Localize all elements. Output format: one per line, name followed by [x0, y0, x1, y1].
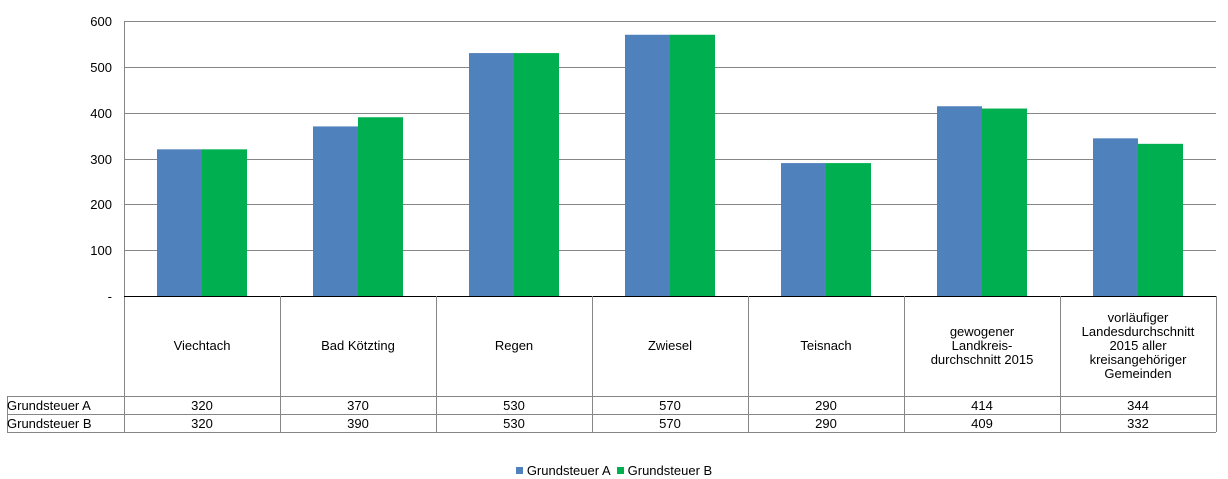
legend-swatch: [616, 467, 624, 474]
y-tick-label: 100: [90, 242, 112, 258]
y-tick-label: 500: [90, 59, 112, 75]
legend-swatch: [515, 467, 523, 474]
bar: [469, 53, 514, 297]
bar: [937, 106, 982, 296]
table-cell: 320: [191, 398, 213, 413]
table-cell: 290: [815, 398, 837, 413]
table-cell: 530: [503, 416, 525, 431]
table-cell: 530: [503, 398, 525, 413]
table-cell: 290: [815, 416, 837, 431]
bar: [157, 149, 202, 296]
category-label: Teisnach: [800, 338, 852, 353]
y-tick-label: 400: [90, 105, 112, 121]
bar: [514, 53, 559, 297]
bar: [670, 34, 715, 296]
category-label: Regen: [494, 338, 534, 353]
bar: [358, 117, 403, 296]
bar: [202, 149, 247, 296]
table-cell: 409: [971, 416, 993, 431]
y-tick-label: 600: [90, 13, 112, 29]
table-row-label: Grundsteuer B: [7, 416, 92, 431]
table-cell: 344: [1127, 398, 1149, 413]
bar: [1138, 143, 1183, 296]
table-cell: 570: [659, 398, 681, 413]
y-tick-label: 300: [90, 151, 112, 167]
legend-label: Grundsteuer B: [627, 462, 713, 478]
category-label: Viechtach: [173, 338, 231, 353]
table-cell: 332: [1127, 416, 1149, 431]
table-cell: 570: [659, 416, 681, 431]
legend: Grundsteuer A Grundsteuer B: [0, 463, 1228, 478]
table-cell: 370: [347, 398, 369, 413]
bar: [625, 34, 670, 296]
legend-item: Grundsteuer B: [616, 462, 713, 478]
category-label: Zwiesel: [647, 338, 693, 353]
bar: [1093, 138, 1138, 296]
table-row-label: Grundsteuer A: [7, 398, 91, 413]
legend-item: Grundsteuer A: [515, 462, 611, 478]
table-cell: 320: [191, 416, 213, 431]
legend-label: Grundsteuer A: [526, 462, 611, 478]
category-label: Bad Kötzting: [321, 338, 395, 353]
category-label: gewogener Landkreis-durchschnitt 2015: [930, 324, 1034, 367]
y-tick-label: -: [107, 288, 112, 304]
table-cell: 414: [971, 398, 993, 413]
category-label: vorläufiger Landesdurchschnitt 2015 aller k…: [1081, 310, 1195, 381]
table-cell: 390: [347, 416, 369, 431]
y-tick-label: 200: [90, 196, 112, 212]
bar: [313, 126, 358, 297]
bar: [826, 163, 871, 296]
bar: [781, 163, 826, 296]
bar: [982, 108, 1027, 297]
